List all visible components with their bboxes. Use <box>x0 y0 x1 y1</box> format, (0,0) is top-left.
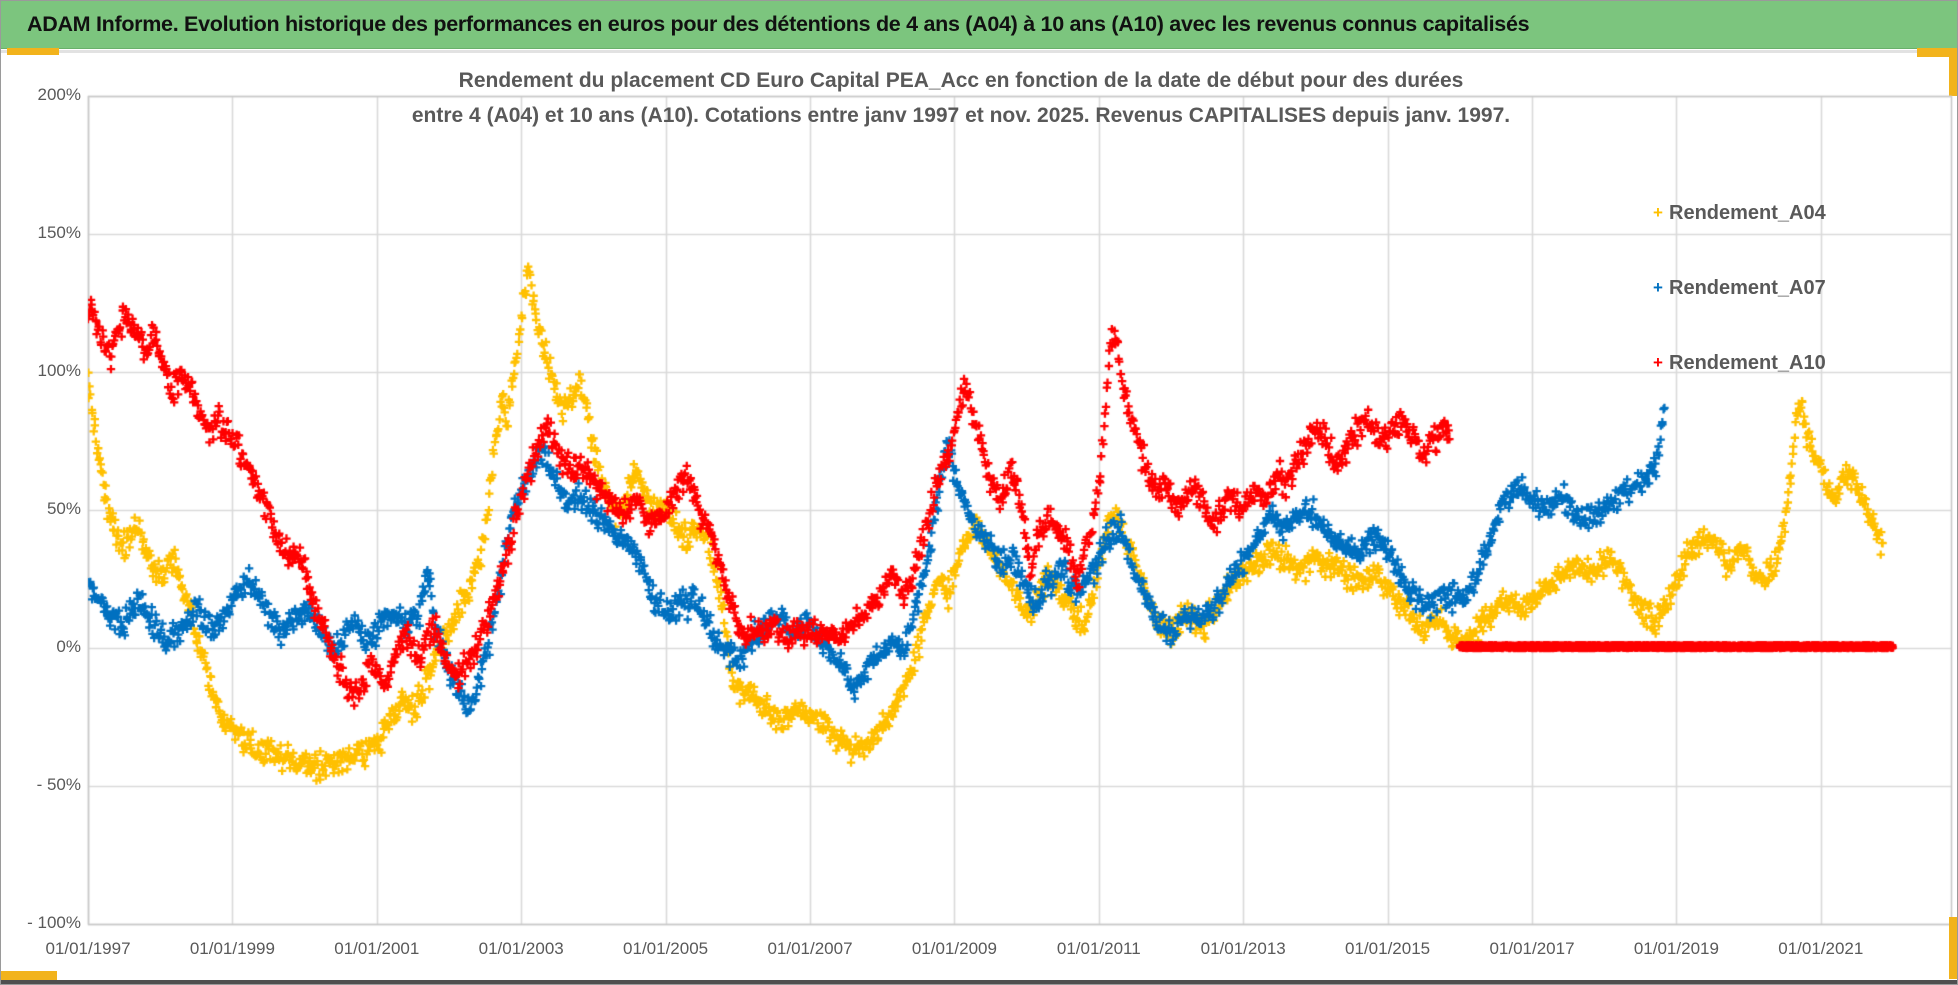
chart-title: Rendement du placement CD Euro Capital P… <box>251 63 1671 133</box>
y-axis-tick-label: 150% <box>37 223 81 242</box>
plus-marker-icon: + <box>1653 278 1663 297</box>
legend-label: Rendement_A10 <box>1669 351 1826 374</box>
chart-title-line-1: Rendement du placement CD Euro Capital P… <box>458 69 1464 92</box>
y-axis-tick-label: 0% <box>56 637 81 656</box>
x-axis-tick-label: 01/01/2001 <box>334 939 420 958</box>
x-axis-tick-label: 01/01/2009 <box>911 939 997 958</box>
accent-bar-bottom-left <box>1 971 57 980</box>
x-axis-tick-label: 01/01/2019 <box>1633 939 1719 958</box>
y-axis-tick-label: 200% <box>37 85 81 104</box>
x-axis-tick-label: 01/01/2003 <box>478 939 564 958</box>
chart-title-line-2: entre 4 (A04) et 10 ans (A10). Cotations… <box>411 104 1511 127</box>
x-axis-tick-label: 01/01/2015 <box>1345 939 1431 958</box>
x-axis-tick-label: 01/01/1997 <box>45 939 131 958</box>
legend-item-rendement-a04: + Rendement_A04 <box>1649 199 1826 227</box>
x-axis-tick-label: 01/01/1999 <box>189 939 275 958</box>
x-axis-tick-label: 01/01/2013 <box>1200 939 1286 958</box>
y-axis-tick-label: 100% <box>37 361 81 380</box>
plus-marker-icon: + <box>1653 203 1663 222</box>
x-axis-tick-label: 01/01/2005 <box>623 939 709 958</box>
y-axis-tick-label: 50% <box>46 499 81 518</box>
legend-label: Rendement_A04 <box>1669 201 1826 224</box>
legend-label: Rendement_A07 <box>1669 276 1826 299</box>
x-axis-tick-label: 01/01/2021 <box>1778 939 1864 958</box>
legend-item-rendement-a07: + Rendement_A07 <box>1649 274 1826 302</box>
accent-bar-right-edge-bottom <box>1949 917 1957 979</box>
x-axis-tick-label: 01/01/2007 <box>767 939 853 958</box>
bottom-border-line <box>1 980 1957 984</box>
legend-item-rendement-a10: + Rendement_A10 <box>1649 349 1826 377</box>
plus-marker-icon: + <box>1653 353 1663 372</box>
x-axis-tick-label: 01/01/2017 <box>1489 939 1575 958</box>
x-axis-tick-label: 01/01/2011 <box>1056 939 1141 958</box>
y-axis-tick-label: - 100% <box>27 913 81 932</box>
y-axis-tick-label: - 50% <box>36 775 81 794</box>
